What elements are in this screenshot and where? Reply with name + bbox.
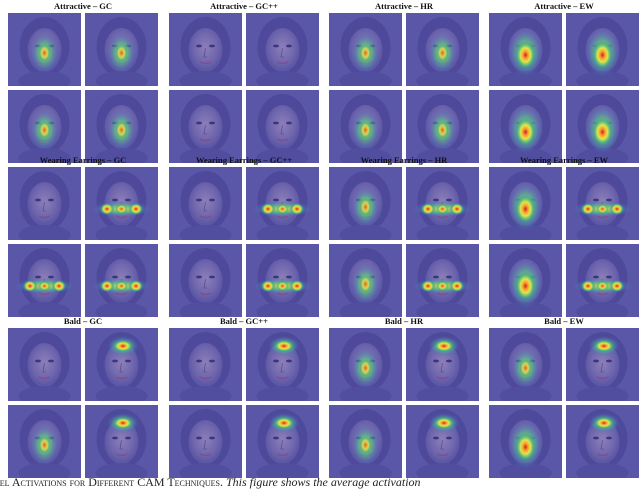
face-heatmap-image [329,244,402,317]
caption-label: del Activations for Different CAM Techni… [0,475,223,489]
face-heatmap-image [8,244,81,317]
panel-group-title: Attractive – GC++ [210,1,278,11]
panel-group-title: Wearing Earrings – HR [360,155,448,165]
face-heatmap-image [329,90,402,163]
face-heatmap-image [8,13,81,86]
face-heatmap-image [8,328,81,401]
face-heatmap-image [489,90,562,163]
face-heatmap-image [85,167,158,240]
heatmap-grid [489,167,639,317]
face-heatmap-image [566,328,639,401]
face-heatmap-image [489,13,562,86]
heatmap-grid [8,328,158,478]
face-heatmap-image [329,13,402,86]
panel-group-title: Bald – HR [384,316,424,326]
face-heatmap-image [246,167,319,240]
face-heatmap-image [246,244,319,317]
face-heatmap-image [246,405,319,478]
face-heatmap-image [85,13,158,86]
face-heatmap-image [406,90,479,163]
face-heatmap-image [406,13,479,86]
face-heatmap-image [169,90,242,163]
heatmap-grid [169,167,319,317]
heatmap-grid [8,167,158,317]
face-heatmap-image [169,328,242,401]
face-heatmap-image [406,328,479,401]
face-heatmap-image [85,90,158,163]
panel-group-title: Bald – GC [63,316,103,326]
face-heatmap-image [85,244,158,317]
panel-group-title: Wearing Earrings – EW [519,155,609,165]
face-heatmap-image [489,328,562,401]
panel-group-title: Wearing Earrings – GC [39,155,127,165]
panel-group-title: Bald – EW [544,316,584,326]
face-heatmap-image [406,405,479,478]
heatmap-grid [329,13,479,163]
face-heatmap-image [246,328,319,401]
panel-group-title: Wearing Earrings – GC++ [195,155,293,165]
face-heatmap-image [566,90,639,163]
face-heatmap-image [329,167,402,240]
panel-group-title: Bald – GC++ [220,316,268,326]
face-heatmap-image [169,405,242,478]
heatmap-grid [489,328,639,478]
panel-group-title: Attractive – HR [374,1,434,11]
face-heatmap-image [8,90,81,163]
face-heatmap-image [246,90,319,163]
face-heatmap-image [489,405,562,478]
heatmap-grid [329,328,479,478]
face-heatmap-image [169,13,242,86]
face-heatmap-image [566,13,639,86]
face-heatmap-image [406,244,479,317]
face-heatmap-image [246,13,319,86]
figure-caption: del Activations for Different CAM Techni… [0,475,640,489]
face-heatmap-image [406,167,479,240]
face-heatmap-image [8,167,81,240]
panel-group-title: Attractive – GC [53,1,113,11]
heatmap-grid [8,13,158,163]
face-heatmap-image [566,244,639,317]
face-heatmap-image [169,167,242,240]
face-heatmap-image [489,244,562,317]
face-heatmap-image [8,405,81,478]
panel-group-title: Attractive – EW [534,1,594,11]
face-heatmap-image [566,405,639,478]
heatmap-grid [329,167,479,317]
face-heatmap-image [489,167,562,240]
heatmap-grid [169,328,319,478]
face-heatmap-image [85,328,158,401]
caption-text: This figure shows the average activation [222,475,421,489]
face-heatmap-image [169,244,242,317]
face-heatmap-image [329,328,402,401]
face-heatmap-image [329,405,402,478]
heatmap-grid [489,13,639,163]
heatmap-grid [169,13,319,163]
face-heatmap-image [85,405,158,478]
face-heatmap-image [566,167,639,240]
